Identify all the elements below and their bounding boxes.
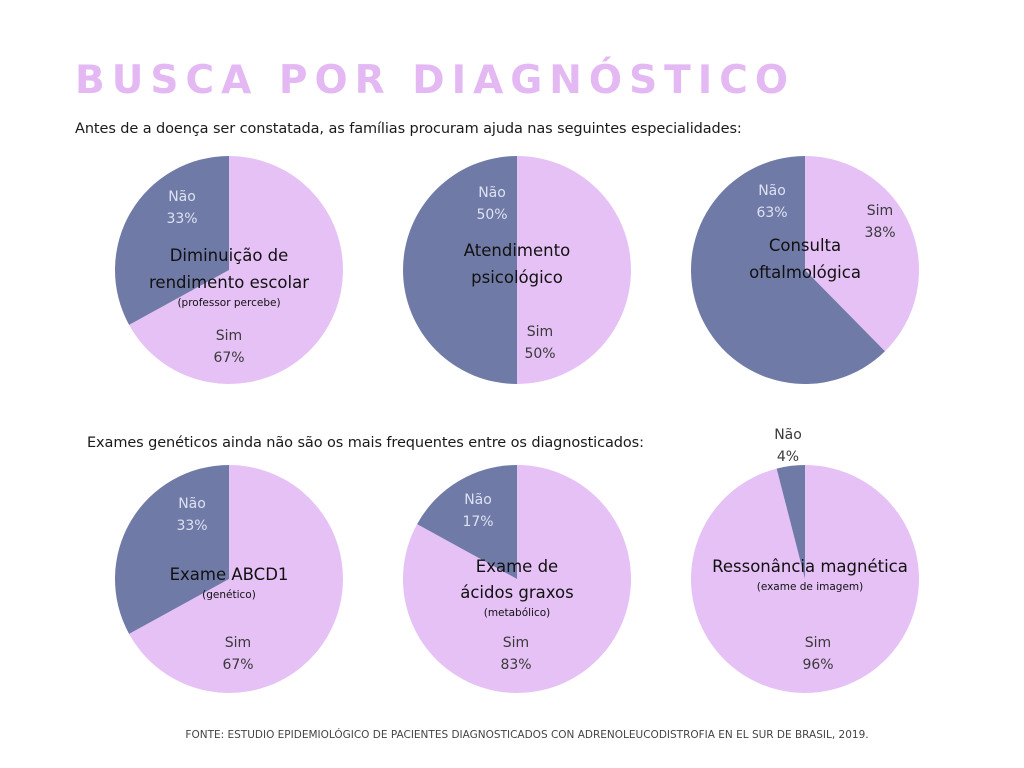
chart-title: psicológico [471, 268, 563, 287]
pie-slice-nao [776, 465, 805, 579]
intro-text-exams: Exames genéticos ainda não são os mais f… [87, 435, 644, 451]
chart-title: Atendimento [464, 241, 570, 260]
slice-label-name: Não [758, 183, 786, 199]
slice-label-name: Sim [867, 203, 893, 219]
chart-title: rendimento escolar [149, 273, 309, 292]
slice-label-value: 50% [476, 207, 507, 223]
pie-slice-sim [690, 465, 919, 694]
chart-subtitle: (metabólico) [484, 607, 551, 619]
chart-title: Diminuição de [170, 246, 289, 265]
intro-text-specialties: Antes de a doença ser constatada, as fam… [75, 121, 742, 137]
pie-slice-nao [403, 156, 517, 384]
chart-title: Ressonância magnética [712, 557, 908, 576]
chart-subtitle: (professor percebe) [177, 297, 280, 309]
slice-label-value: 50% [524, 346, 555, 362]
slice-label-name: Não [478, 185, 506, 201]
slice-label-value: 83% [500, 657, 531, 673]
slice-label-name: Sim [225, 635, 251, 651]
chart-title: Consulta [769, 236, 841, 255]
slice-label-name: Sim [527, 324, 553, 340]
slice-label-value: 17% [462, 514, 493, 530]
slice-label-value: 96% [802, 657, 833, 673]
pie-slice-sim [805, 156, 919, 352]
pie-slice-nao [114, 156, 229, 325]
slice-label-value: 67% [222, 657, 253, 673]
slice-label-name: Sim [805, 635, 831, 651]
chart-subtitle: (genético) [202, 589, 256, 601]
chart-title: ácidos graxos [460, 583, 574, 602]
slice-label-value: 4% [777, 449, 799, 465]
pie-slice-sim [129, 465, 343, 693]
slice-label-value: 33% [176, 518, 207, 534]
slice-label-name: Não [178, 496, 206, 512]
pie-slice-sim [402, 465, 631, 693]
chart-title: Exame ABCD1 [170, 565, 289, 584]
slice-label-value: 38% [864, 225, 895, 241]
slice-label-name: Sim [503, 635, 529, 651]
chart-subtitle: (exame de imagem) [757, 581, 864, 593]
pie-slice-nao [417, 465, 517, 579]
chart-title: Exame de [476, 557, 558, 576]
slice-label-name: Não [168, 189, 196, 205]
pie-slice-nao [690, 155, 885, 385]
source-note: FONTE: ESTUDIO EPIDEMIOLÓGICO DE PACIENT… [185, 729, 869, 741]
slice-label-value: 67% [213, 350, 244, 366]
slice-label-name: Sim [216, 328, 242, 344]
slice-label-name: Não [464, 492, 492, 508]
slice-label-value: 33% [166, 211, 197, 227]
slice-label-value: 63% [756, 205, 787, 221]
pie-slice-sim [129, 156, 343, 384]
page-title: BUSCA POR DIAGNÓSTICO [75, 58, 796, 103]
chart-title: oftalmológica [749, 263, 861, 282]
slice-label-name: Não [774, 427, 802, 443]
pie-slice-sim [517, 156, 631, 384]
pie-slice-nao [114, 465, 229, 634]
